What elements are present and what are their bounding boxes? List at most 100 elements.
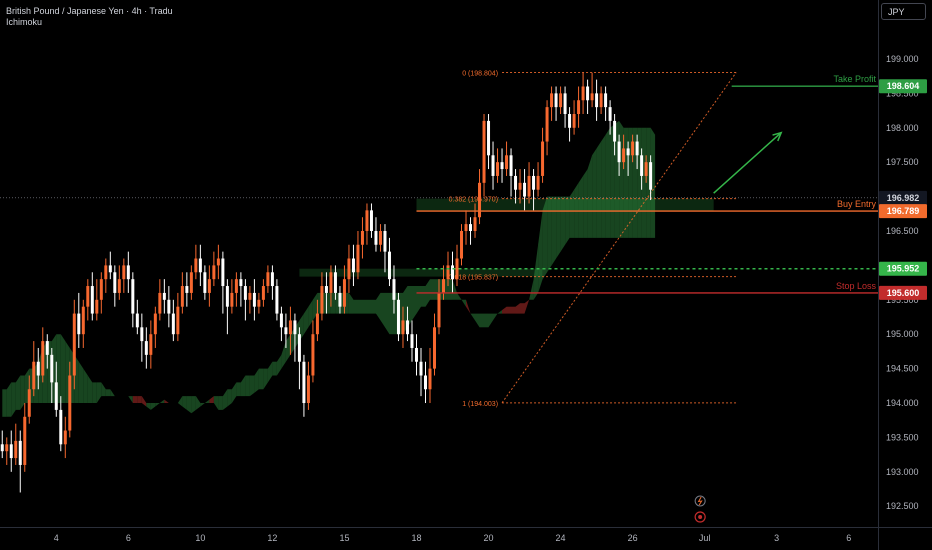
- cloud-segment: [222, 389, 228, 410]
- cloud-segment: [78, 361, 84, 403]
- candle-body: [491, 155, 495, 176]
- candle-body: [5, 444, 9, 452]
- price-badge-bg: [879, 79, 927, 94]
- cloud-segment: [367, 299, 372, 314]
- cloud-segment: [267, 361, 273, 383]
- cloud-segment: [569, 189, 575, 238]
- cloud-segment: [353, 299, 358, 314]
- candle-body: [487, 120, 491, 156]
- candlesticks: [0, 72, 653, 493]
- candle-body: [351, 258, 355, 273]
- event-flag-icon: [694, 511, 706, 523]
- cloud-segment: [515, 303, 520, 314]
- cloud-segment: [583, 169, 588, 238]
- candle-body: [586, 86, 590, 101]
- cloud-segment: [137, 396, 142, 403]
- candle-body: [527, 175, 531, 197]
- cloud-segment: [258, 368, 264, 390]
- cloud-segment: [376, 292, 381, 321]
- candle-body: [9, 444, 13, 459]
- candle-body: [248, 292, 252, 300]
- cloud-segment: [524, 299, 530, 314]
- candle-body: [45, 341, 49, 355]
- cloud-segment: [348, 292, 354, 314]
- cloud-segment: [326, 292, 331, 314]
- x-tick-label: 12: [267, 533, 277, 543]
- cloud-segment: [263, 368, 268, 390]
- cloud-segment: [538, 210, 543, 293]
- cloud-segment: [209, 396, 214, 403]
- candle-body: [216, 258, 220, 266]
- candle-body: [144, 341, 148, 355]
- cloud-segment: [407, 286, 412, 328]
- y-tick-label: 192.500: [886, 501, 919, 511]
- candle-body: [104, 265, 108, 280]
- candle-body: [410, 334, 414, 348]
- time-axis: 4 6 10 12 15 18 20 24 26 Jul 3 6: [0, 527, 932, 543]
- candle-body: [297, 334, 301, 362]
- cloud-segment: [155, 403, 160, 407]
- cloud-segment: [641, 127, 647, 238]
- candle-body: [396, 299, 400, 335]
- y-tick-label: 193.000: [886, 467, 919, 477]
- candle-body: [356, 244, 360, 273]
- candle-body: [608, 107, 612, 121]
- candle-body: [122, 265, 126, 280]
- candle-body: [581, 86, 585, 101]
- candle-body: [626, 148, 630, 156]
- candle-body: [622, 148, 626, 163]
- candle-body: [378, 230, 382, 245]
- buy-entry-price-badge: 196.789: [879, 204, 927, 219]
- cloud-segment: [632, 127, 638, 238]
- price-badge-text: 198.604: [887, 81, 920, 91]
- price-badge-bg: [879, 285, 927, 300]
- candle-body: [27, 389, 31, 417]
- cloud-segment: [245, 375, 250, 397]
- candle-body: [545, 107, 549, 142]
- cloud-segment: [493, 313, 498, 321]
- cloud-segment: [20, 375, 25, 410]
- candle-body: [77, 313, 81, 335]
- cloud-segment: [466, 299, 471, 314]
- candle-body: [86, 286, 90, 307]
- y-tick-label: 196.500: [886, 226, 919, 236]
- event-dot: [698, 515, 703, 519]
- candle-body: [369, 210, 373, 231]
- candle-body: [563, 93, 567, 115]
- candle-body: [405, 320, 409, 335]
- cloud-segment: [520, 303, 525, 314]
- candle-body: [599, 93, 603, 108]
- cloud-segment: [547, 196, 552, 273]
- cloud-segment: [101, 382, 106, 397]
- cloud-segment: [159, 399, 165, 403]
- price-badge-text: 196.982: [887, 193, 920, 203]
- cloud-segment: [430, 279, 435, 300]
- cloud-segment: [96, 382, 102, 403]
- candle-body: [167, 299, 171, 314]
- fib-level-label: 0 (198.804): [462, 70, 498, 77]
- cloud-segment: [578, 175, 584, 238]
- candle-body: [577, 100, 581, 115]
- candle-body: [320, 286, 324, 314]
- x-tick-label: 10: [195, 533, 205, 543]
- candle-body: [36, 361, 40, 376]
- candle-body: [329, 272, 333, 293]
- cloud-segment: [6, 382, 12, 417]
- candle-body: [568, 114, 572, 128]
- fibonacci-retracement: 0 (198.804) 0.382 (196.970) 0.618 (195.837…: [449, 70, 737, 408]
- cloud-segment: [601, 134, 606, 238]
- price-badge-bg: [879, 204, 927, 219]
- x-tick-label: 4: [54, 533, 59, 543]
- cloud-segment: [448, 279, 453, 300]
- candle-body: [207, 279, 211, 293]
- candle-body: [81, 306, 85, 335]
- cloud-segment: [150, 403, 156, 410]
- stop-loss-label: Stop Loss: [836, 281, 877, 291]
- candle-body: [153, 313, 157, 335]
- currency-button[interactable]: JPY: [881, 3, 926, 20]
- cloud-segment: [605, 127, 611, 238]
- cloud-segment: [177, 396, 183, 407]
- candle-body: [315, 313, 319, 335]
